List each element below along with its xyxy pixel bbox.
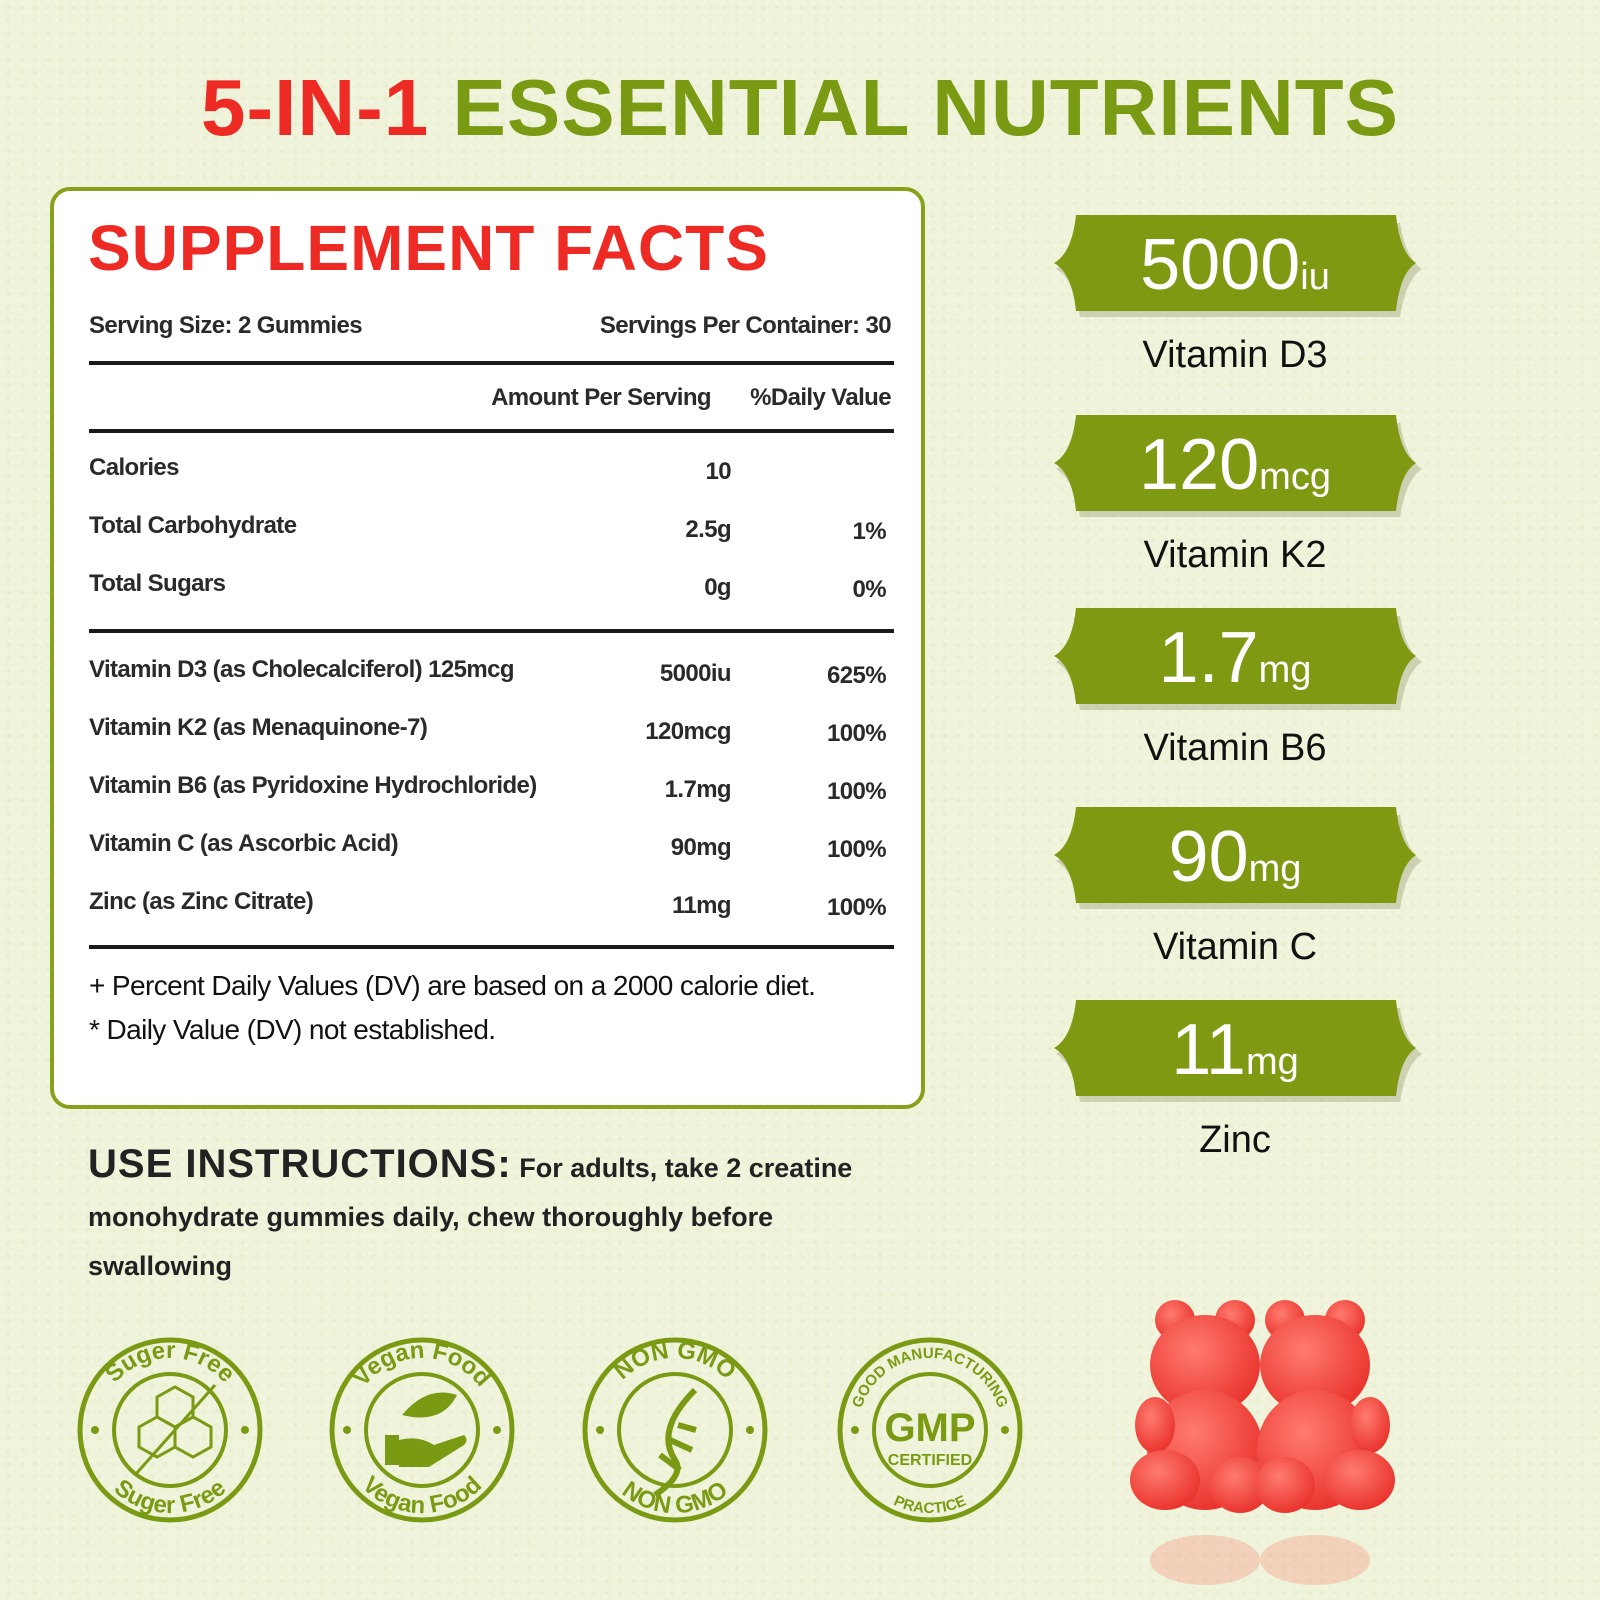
nutrient-name: Vitamin B6 (as Pyridoxine Hydrochloride) bbox=[89, 772, 537, 799]
nutrient-dv: 100% bbox=[827, 720, 887, 747]
serving-size: Serving Size: 2 Gummies bbox=[89, 312, 363, 339]
basic-name: Total Carbohydrate bbox=[89, 512, 297, 539]
nutrient-badge: 90mg bbox=[1050, 807, 1422, 909]
nutrient-dv: 100% bbox=[827, 836, 887, 863]
dna-icon bbox=[653, 1387, 698, 1498]
badge-label: Vitamin D3 bbox=[1142, 334, 1328, 376]
basic-name: Calories bbox=[89, 454, 180, 481]
badge-value: 1.7mg bbox=[1158, 618, 1312, 698]
nutrient-badge: 120mcg bbox=[1050, 415, 1422, 517]
badge-value: 90mg bbox=[1168, 817, 1302, 897]
badge-label: Vitamin C bbox=[1152, 926, 1318, 968]
dv-note: + Percent Daily Values (DV) are based on… bbox=[89, 970, 816, 1001]
svg-text:NON GMO: NON GMO bbox=[609, 1337, 741, 1385]
seal-badge: Vegan Food Vegan Food bbox=[329, 1337, 515, 1523]
badge-value: 5000iu bbox=[1140, 225, 1330, 305]
badge-value: 11mg bbox=[1171, 1010, 1299, 1090]
svg-text:GOOD MANUFACTURING: GOOD MANUFACTURING bbox=[849, 1345, 1011, 1410]
gummy-bears-image bbox=[1130, 1300, 1395, 1585]
col-amount-header: Amount Per Serving bbox=[491, 384, 712, 411]
nutrient-dv: 100% bbox=[827, 894, 887, 921]
svg-text:Vegan Food: Vegan Food bbox=[348, 1337, 497, 1392]
basic-amount: 2.5g bbox=[685, 516, 731, 543]
badge-label: Zinc bbox=[1199, 1119, 1271, 1161]
svg-text:Suger Free: Suger Free bbox=[109, 1474, 231, 1519]
basic-name: Total Sugars bbox=[89, 570, 226, 597]
leaf-hand-icon bbox=[385, 1392, 467, 1467]
nutrient-amount: 90mg bbox=[670, 834, 732, 861]
badge-value: 120mcg bbox=[1139, 425, 1331, 505]
badge-label: Vitamin K2 bbox=[1143, 534, 1327, 576]
badge-label: Vitamin B6 bbox=[1143, 727, 1327, 769]
col-dv-header: %Daily Value bbox=[750, 384, 891, 411]
divider bbox=[89, 629, 894, 633]
use-instructions: USE INSTRUCTIONS: For adults, take 2 cre… bbox=[88, 1142, 853, 1281]
basic-amount: 0g bbox=[704, 574, 731, 601]
nutrient-amount: 120mcg bbox=[645, 718, 731, 745]
basic-dv: 0% bbox=[852, 576, 887, 603]
nutrient-badge: 5000iu bbox=[1050, 215, 1422, 317]
seal-badge: NON GMO NON GMO bbox=[582, 1337, 768, 1523]
page-title: 5-IN-1 ESSENTIAL NUTRIENTS bbox=[201, 63, 1399, 152]
basic-dv: 1% bbox=[852, 518, 887, 545]
nutrient-name: Vitamin K2 (as Menaquinone-7) bbox=[89, 714, 428, 741]
nutrient-name: Vitamin C (as Ascorbic Acid) bbox=[89, 830, 399, 857]
nutrient-amount: 1.7mg bbox=[664, 776, 732, 803]
nutrient-dv: 100% bbox=[827, 778, 887, 805]
divider bbox=[89, 429, 894, 433]
nutrient-name: Zinc (as Zinc Citrate) bbox=[89, 888, 314, 915]
supplement-facts-panel: SUPPLEMENT FACTS Serving Size: 2 Gummies… bbox=[50, 187, 925, 1109]
nutrient-badge: 1.7mg bbox=[1050, 608, 1422, 710]
nutrient-dv: 625% bbox=[827, 662, 887, 689]
gmp-icon: GMP CERTIFIED bbox=[884, 1406, 975, 1469]
facts-heading: SUPPLEMENT FACTS bbox=[88, 212, 769, 284]
divider bbox=[89, 945, 894, 949]
seal-badge: Suger Free Suger Free bbox=[77, 1337, 263, 1523]
nutrient-amount: 5000iu bbox=[659, 660, 732, 687]
servings-per-container: Servings Per Container: 30 bbox=[599, 312, 892, 339]
sugar-cubes-icon bbox=[133, 1384, 217, 1476]
nutrient-name: Vitamin D3 (as Cholecalciferol) 125mcg bbox=[89, 656, 515, 683]
svg-text:GMP: GMP bbox=[884, 1406, 975, 1450]
divider bbox=[89, 361, 894, 365]
nutrient-badge: 11mg bbox=[1050, 1000, 1422, 1102]
dv-not-established-note: * Daily Value (DV) not established. bbox=[89, 1014, 496, 1045]
basic-amount: 10 bbox=[705, 458, 732, 485]
svg-text:CERTIFIED: CERTIFIED bbox=[888, 1452, 972, 1469]
svg-text:Suger Free: Suger Free bbox=[100, 1337, 240, 1388]
nutrient-amount: 11mg bbox=[672, 892, 732, 919]
svg-text:Vegan Food: Vegan Food bbox=[357, 1471, 487, 1519]
